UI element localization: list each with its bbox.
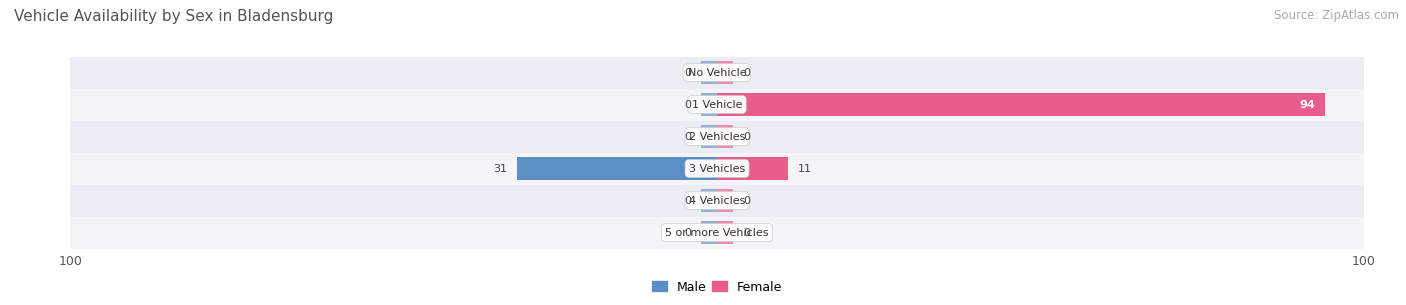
Text: 3 Vehicles: 3 Vehicles (689, 163, 745, 174)
Bar (70, 120, 1364, 152)
Text: 0: 0 (742, 196, 749, 206)
Bar (700, 61, 717, 84)
Text: 11: 11 (799, 163, 811, 174)
Bar (700, 125, 717, 148)
Text: 0: 0 (685, 99, 692, 109)
Text: 0: 0 (742, 131, 749, 142)
Bar (516, 157, 717, 180)
Bar (70, 152, 1364, 185)
Bar (717, 221, 734, 244)
Legend: Male, Female: Male, Female (647, 275, 787, 299)
Bar (70, 56, 1364, 88)
Text: 31: 31 (494, 163, 506, 174)
Bar (700, 93, 717, 116)
Text: 94: 94 (1299, 99, 1316, 109)
Text: 4 Vehicles: 4 Vehicles (689, 196, 745, 206)
Text: 0: 0 (685, 67, 692, 77)
Text: 1 Vehicle: 1 Vehicle (692, 99, 742, 109)
Text: 0: 0 (742, 228, 749, 238)
Bar (717, 93, 1324, 116)
Bar (717, 189, 734, 212)
Text: 0: 0 (685, 131, 692, 142)
Bar (700, 189, 717, 212)
Bar (70, 88, 1364, 120)
Text: 0: 0 (685, 228, 692, 238)
Text: Source: ZipAtlas.com: Source: ZipAtlas.com (1274, 9, 1399, 22)
Bar (70, 185, 1364, 217)
Text: Vehicle Availability by Sex in Bladensburg: Vehicle Availability by Sex in Bladensbu… (14, 9, 333, 24)
Text: No Vehicle: No Vehicle (688, 67, 747, 77)
Text: 5 or more Vehicles: 5 or more Vehicles (665, 228, 769, 238)
Bar (700, 221, 717, 244)
Text: 2 Vehicles: 2 Vehicles (689, 131, 745, 142)
Bar (717, 157, 789, 180)
Text: 0: 0 (742, 67, 749, 77)
Bar (717, 61, 734, 84)
Bar (717, 125, 734, 148)
Text: 0: 0 (685, 196, 692, 206)
Bar (70, 217, 1364, 249)
